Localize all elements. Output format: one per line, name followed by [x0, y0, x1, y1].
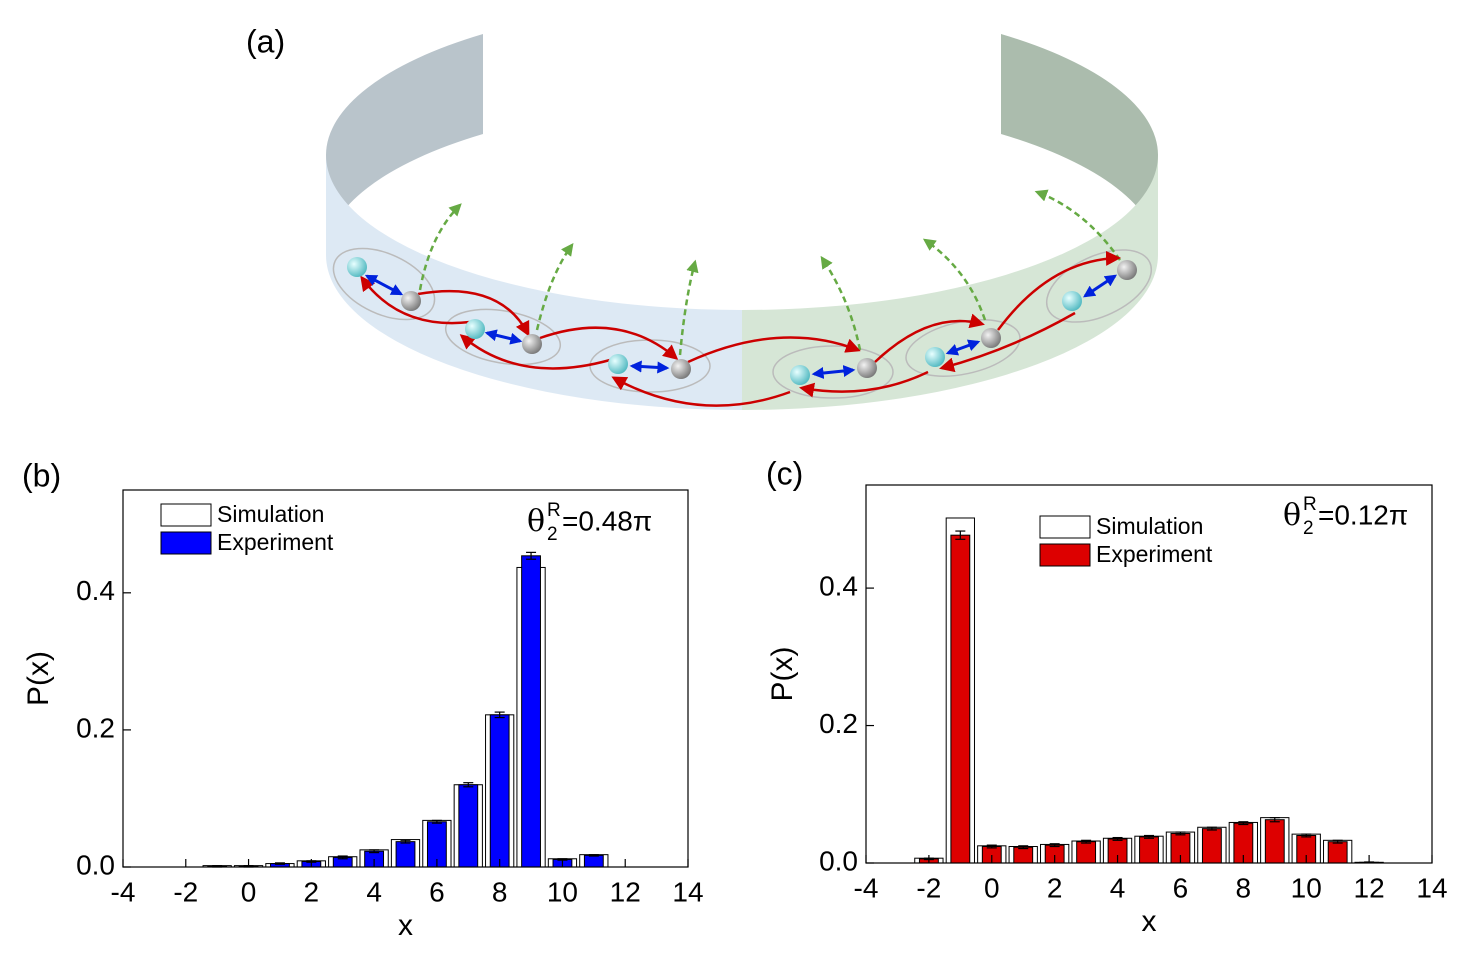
error-bar — [1112, 836, 1123, 841]
bar — [1201, 828, 1222, 864]
error-bar — [494, 711, 505, 719]
annotation-text: =0.48π — [562, 505, 652, 536]
error-bar — [337, 855, 348, 860]
error-bar — [369, 849, 380, 854]
x-tick-label: 14 — [672, 876, 703, 907]
bar — [1013, 846, 1034, 864]
y-axis-label: P(x) — [22, 651, 55, 706]
x-tick-label: 12 — [610, 876, 641, 907]
error-bar — [1332, 839, 1343, 844]
x-tick-label: 4 — [366, 876, 382, 907]
error-bar — [1301, 833, 1312, 838]
error-bar — [588, 854, 599, 857]
y-tick-label: 0.0 — [819, 845, 858, 876]
annotation-sub: 2 — [547, 524, 558, 545]
annotation-sup: R — [1303, 494, 1317, 515]
error-bar — [955, 530, 966, 540]
error-bar — [526, 551, 537, 560]
x-tick-label: 2 — [1047, 872, 1063, 903]
legend-swatch — [1039, 515, 1091, 539]
error-bar — [431, 819, 442, 824]
bar — [489, 714, 510, 868]
annotation-sup: R — [547, 500, 561, 521]
error-bar — [1269, 817, 1280, 823]
error-bar — [1081, 839, 1092, 844]
error-bar — [400, 839, 411, 844]
x-tick-label: 6 — [429, 876, 445, 907]
x-tick-label: -4 — [854, 872, 879, 903]
annotation-symbol: θ — [1283, 498, 1301, 533]
bar — [458, 784, 479, 868]
error-bar — [1144, 834, 1154, 839]
legend-label: Simulation — [217, 501, 324, 527]
x-tick-label: 14 — [1416, 872, 1447, 903]
bar — [395, 841, 416, 868]
y-tick-label: 0.2 — [819, 708, 858, 739]
x-tick-label: -2 — [916, 872, 941, 903]
x-tick-label: 0 — [241, 876, 257, 907]
x-tick-label: 8 — [492, 876, 508, 907]
error-bar — [1238, 821, 1249, 826]
x-tick-label: 10 — [1291, 872, 1322, 903]
bar — [1076, 841, 1097, 864]
y-tick-label: 0.2 — [76, 712, 115, 743]
error-bar — [1018, 845, 1029, 850]
legend-swatch — [1039, 543, 1091, 567]
plot-frame — [122, 489, 689, 868]
error-bar — [463, 782, 474, 788]
bar — [521, 555, 541, 868]
error-bar — [1175, 831, 1186, 836]
x-tick-label: 12 — [1354, 872, 1385, 903]
x-axis-label: x — [1142, 905, 1157, 938]
error-bar — [1206, 826, 1217, 831]
x-tick-label: 6 — [1173, 872, 1189, 903]
x-tick-label: 0 — [984, 872, 1000, 903]
error-bar — [274, 862, 285, 865]
error-bar — [1049, 843, 1060, 848]
x-axis-label: x — [398, 909, 413, 942]
annotation-sub: 2 — [1303, 518, 1314, 539]
y-tick-label: 0.4 — [76, 575, 115, 606]
panel-label: (b) — [22, 457, 61, 493]
bar — [1264, 819, 1285, 864]
y-tick-label: 0.4 — [819, 570, 858, 601]
x-tick-label: 2 — [304, 876, 320, 907]
panel-label: (c) — [766, 455, 803, 491]
x-tick-label: 4 — [1110, 872, 1126, 903]
legend-label: Experiment — [217, 529, 334, 555]
annotation-text: =0.12π — [1318, 499, 1408, 530]
legend-label: Simulation — [1096, 513, 1203, 539]
legend-label: Experiment — [1096, 541, 1213, 567]
x-tick-label: -4 — [111, 876, 136, 907]
plot-frame — [865, 484, 1433, 864]
legend-swatch — [160, 503, 212, 527]
x-tick-label: 10 — [547, 876, 578, 907]
x-tick-label: 8 — [1236, 872, 1252, 903]
panel-label: (a) — [246, 23, 285, 59]
ring-diagram — [326, 34, 1158, 410]
legend-swatch — [160, 531, 212, 555]
error-bar — [986, 844, 997, 849]
y-axis-label: P(x) — [766, 647, 799, 702]
bar — [583, 854, 604, 868]
x-tick-label: -2 — [173, 876, 198, 907]
bar — [1327, 841, 1348, 864]
bar — [950, 534, 971, 864]
bar — [1139, 836, 1159, 864]
annotation-symbol: θ — [527, 504, 545, 539]
y-tick-label: 0.0 — [76, 849, 115, 880]
